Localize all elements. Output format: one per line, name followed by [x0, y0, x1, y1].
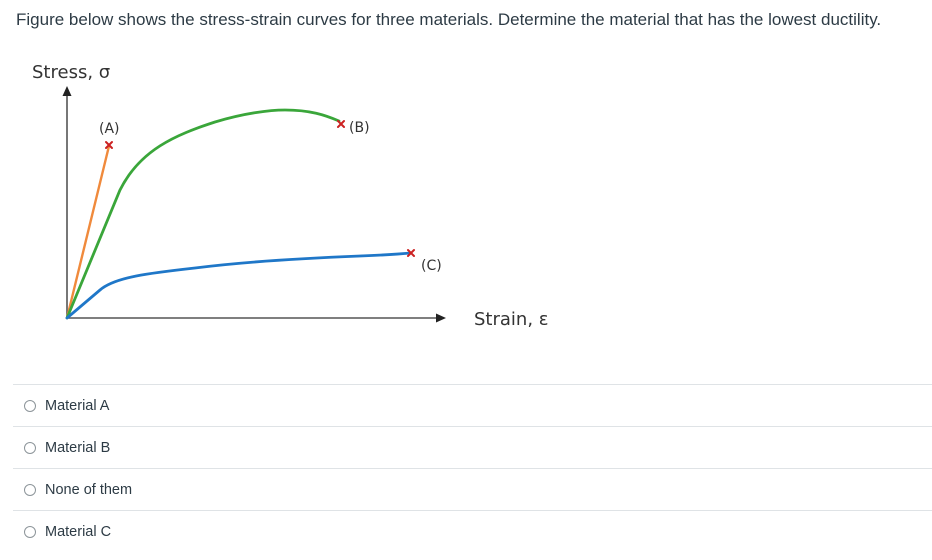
radio-button[interactable]: [24, 441, 36, 454]
option-label[interactable]: Material A: [45, 397, 110, 414]
stress-strain-figure: Stress, σ Strain, ε (A) (B) (C): [32, 62, 549, 330]
option-material-a[interactable]: Material A: [13, 384, 932, 426]
fracture-mark-b-icon: [337, 120, 345, 128]
curve-b: [65, 108, 341, 320]
curve-c-label: (C): [421, 258, 442, 274]
x-axis-label: Strain, ε: [474, 309, 549, 330]
radio-button[interactable]: [24, 525, 36, 538]
option-label[interactable]: None of them: [45, 481, 133, 498]
radio-button[interactable]: [24, 399, 36, 412]
question-text: Figure below shows the stress-strain cur…: [16, 10, 882, 29]
fracture-mark-c-icon: [407, 249, 415, 257]
curve-c: [65, 251, 413, 320]
radio-button[interactable]: [24, 483, 36, 496]
answer-options: Material A Material B None of them Mater…: [13, 384, 932, 552]
y-axis-arrow-icon: [62, 86, 72, 96]
curve-a: [65, 144, 111, 320]
x-axis-arrow-icon: [436, 313, 446, 323]
option-material-c[interactable]: Material C: [13, 510, 932, 552]
fracture-mark-a-icon: [105, 141, 113, 149]
axes: [62, 86, 446, 323]
option-label[interactable]: Material C: [45, 523, 112, 540]
y-axis-label: Stress, σ: [32, 62, 110, 83]
option-label[interactable]: Material B: [45, 439, 111, 456]
curve-b-label: (B): [349, 120, 370, 136]
curve-a-label: (A): [99, 121, 120, 137]
option-none-of-them[interactable]: None of them: [13, 468, 932, 510]
option-material-b[interactable]: Material B: [13, 426, 932, 468]
